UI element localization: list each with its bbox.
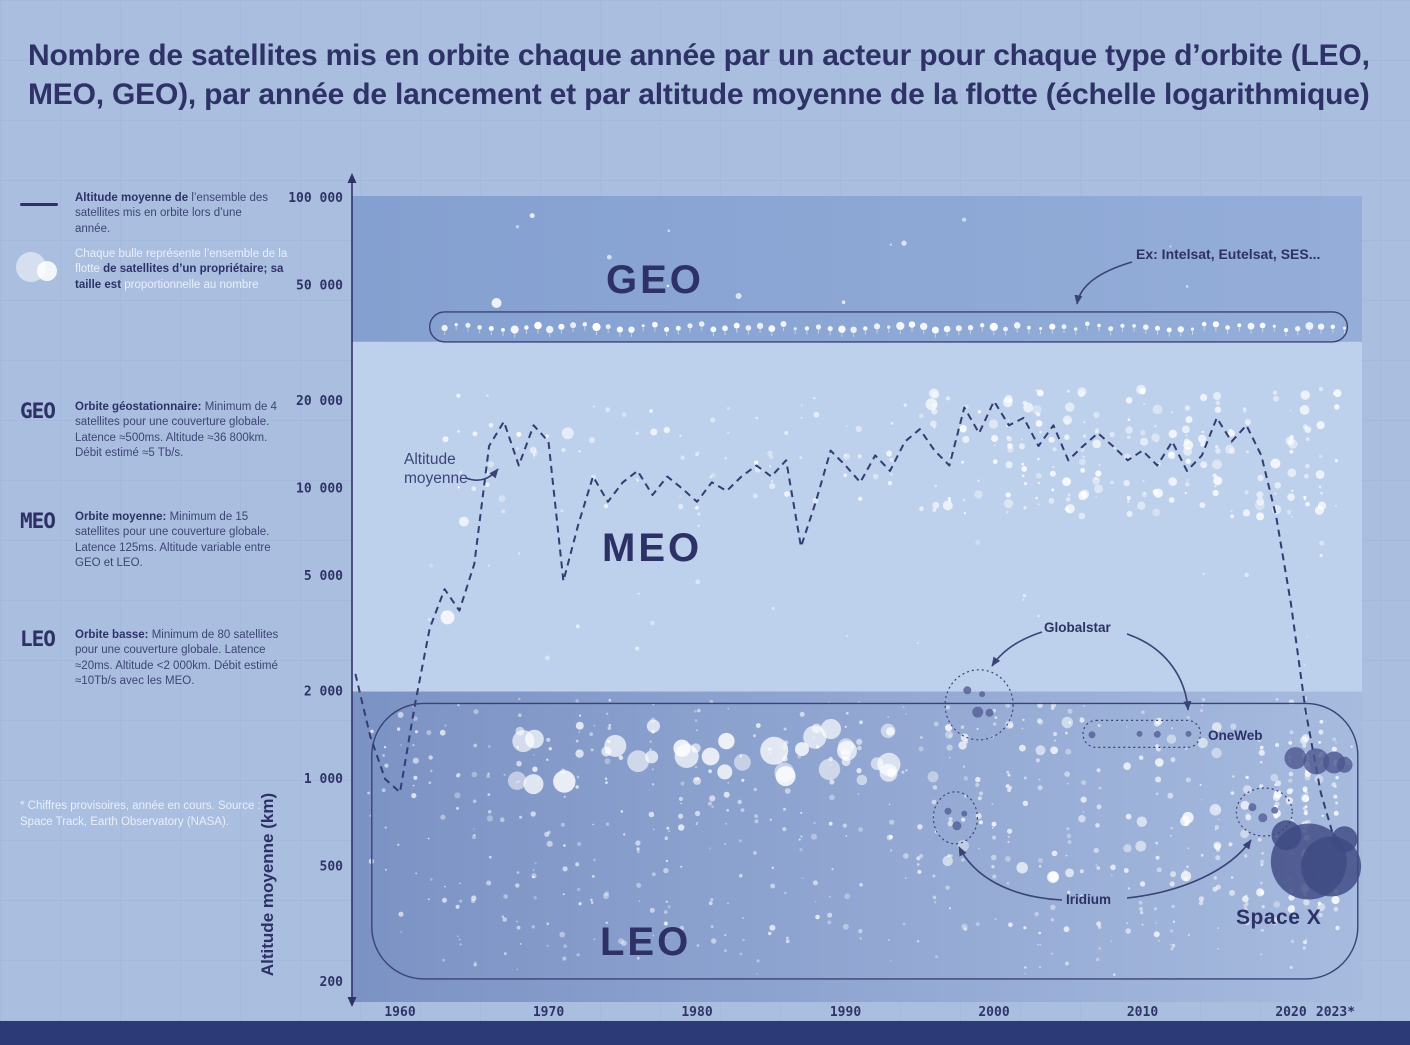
legend-meo-body: Minimum de 15 satellites pour une couver… xyxy=(75,511,271,570)
svg-text:2023*: 2023* xyxy=(1316,1005,1355,1020)
legend-leo-body: Minimum de 80 satellites pour une couver… xyxy=(75,629,279,688)
legend-geo-body: Minimum de 4 satellites pour une couvert… xyxy=(75,401,277,460)
svg-text:100 000: 100 000 xyxy=(288,191,343,206)
geo-operators-annotation: Ex: Intelsat, Eutelsat, SES... xyxy=(1136,246,1321,262)
svg-text:2000: 2000 xyxy=(978,1005,1009,1020)
line-legend-swatch xyxy=(20,203,58,206)
bubble-legend-pre: Chaque bulle représente l’ensemble de la… xyxy=(75,248,288,276)
orbit-label-geo: GEO xyxy=(606,258,704,302)
bubble-legend-icon xyxy=(16,252,64,288)
line-legend-rest: l’ensemble des satellites mis en orbite … xyxy=(75,192,269,235)
legend-key-geo: GEO xyxy=(20,399,56,423)
svg-text:200: 200 xyxy=(320,975,344,990)
bubble-legend-text: Chaque bulle représente l’ensemble de la… xyxy=(75,247,289,293)
legend-geo-heading: Orbite géostationnaire: xyxy=(75,401,202,413)
source-footnote: * Chiffres provisoires, année en cours. … xyxy=(20,800,261,829)
oneweb-annotation: OneWeb xyxy=(1208,728,1263,743)
legend-text-geo: Orbite géostationnaire: Minimum de 4 sat… xyxy=(75,400,280,462)
average-altitude-annotation: Altitude moyenne xyxy=(404,451,468,488)
svg-text:1960: 1960 xyxy=(384,1005,415,1020)
svg-text:2 000: 2 000 xyxy=(304,685,343,700)
legend-leo-heading: Orbite basse: xyxy=(75,629,149,641)
svg-text:2020: 2020 xyxy=(1275,1005,1306,1020)
legend-key-meo: MEO xyxy=(20,509,56,533)
globalstar-annotation: Globalstar xyxy=(1044,620,1111,635)
bubble-small-icon xyxy=(37,261,57,281)
bottom-bar xyxy=(0,1021,1410,1045)
spacex-annotation: Space X xyxy=(1236,906,1322,929)
svg-text:500: 500 xyxy=(320,859,344,874)
svg-text:2010: 2010 xyxy=(1127,1005,1158,1020)
legend-text-meo: Orbite moyenne: Minimum de 15 satellites… xyxy=(75,510,280,572)
y-axis-label: Altitude moyenne (km) xyxy=(258,792,277,977)
svg-text:1 000: 1 000 xyxy=(304,772,343,787)
bubble-legend-bold: de satellites d’un propriétaire; sa tail… xyxy=(75,263,284,291)
page-title: Nombre de satellites mis en orbite chaqu… xyxy=(28,39,1370,111)
bubble-legend-post: proportionnelle au nombre xyxy=(124,278,259,291)
svg-text:1970: 1970 xyxy=(533,1005,564,1020)
orbit-label-meo: MEO xyxy=(602,526,703,570)
svg-text:20 000: 20 000 xyxy=(296,394,343,409)
line-legend-text: Altitude moyenne de l’ensemble des satel… xyxy=(75,191,280,237)
line-legend-bold: Altitude moyenne de xyxy=(75,192,189,204)
legend-text-leo: Orbite basse: Minimum de 80 satellites p… xyxy=(75,628,280,690)
svg-text:5 000: 5 000 xyxy=(304,569,343,584)
svg-text:1980: 1980 xyxy=(681,1005,712,1020)
iridium-annotation: Iridium xyxy=(1066,892,1112,907)
svg-text:1990: 1990 xyxy=(830,1005,861,1020)
legend-key-leo: LEO xyxy=(20,627,56,651)
svg-text:10 000: 10 000 xyxy=(296,482,343,497)
svg-text:50 000: 50 000 xyxy=(296,278,343,293)
legend-meo-heading: Orbite moyenne: xyxy=(75,511,167,523)
orbit-label-leo: LEO xyxy=(600,920,692,964)
